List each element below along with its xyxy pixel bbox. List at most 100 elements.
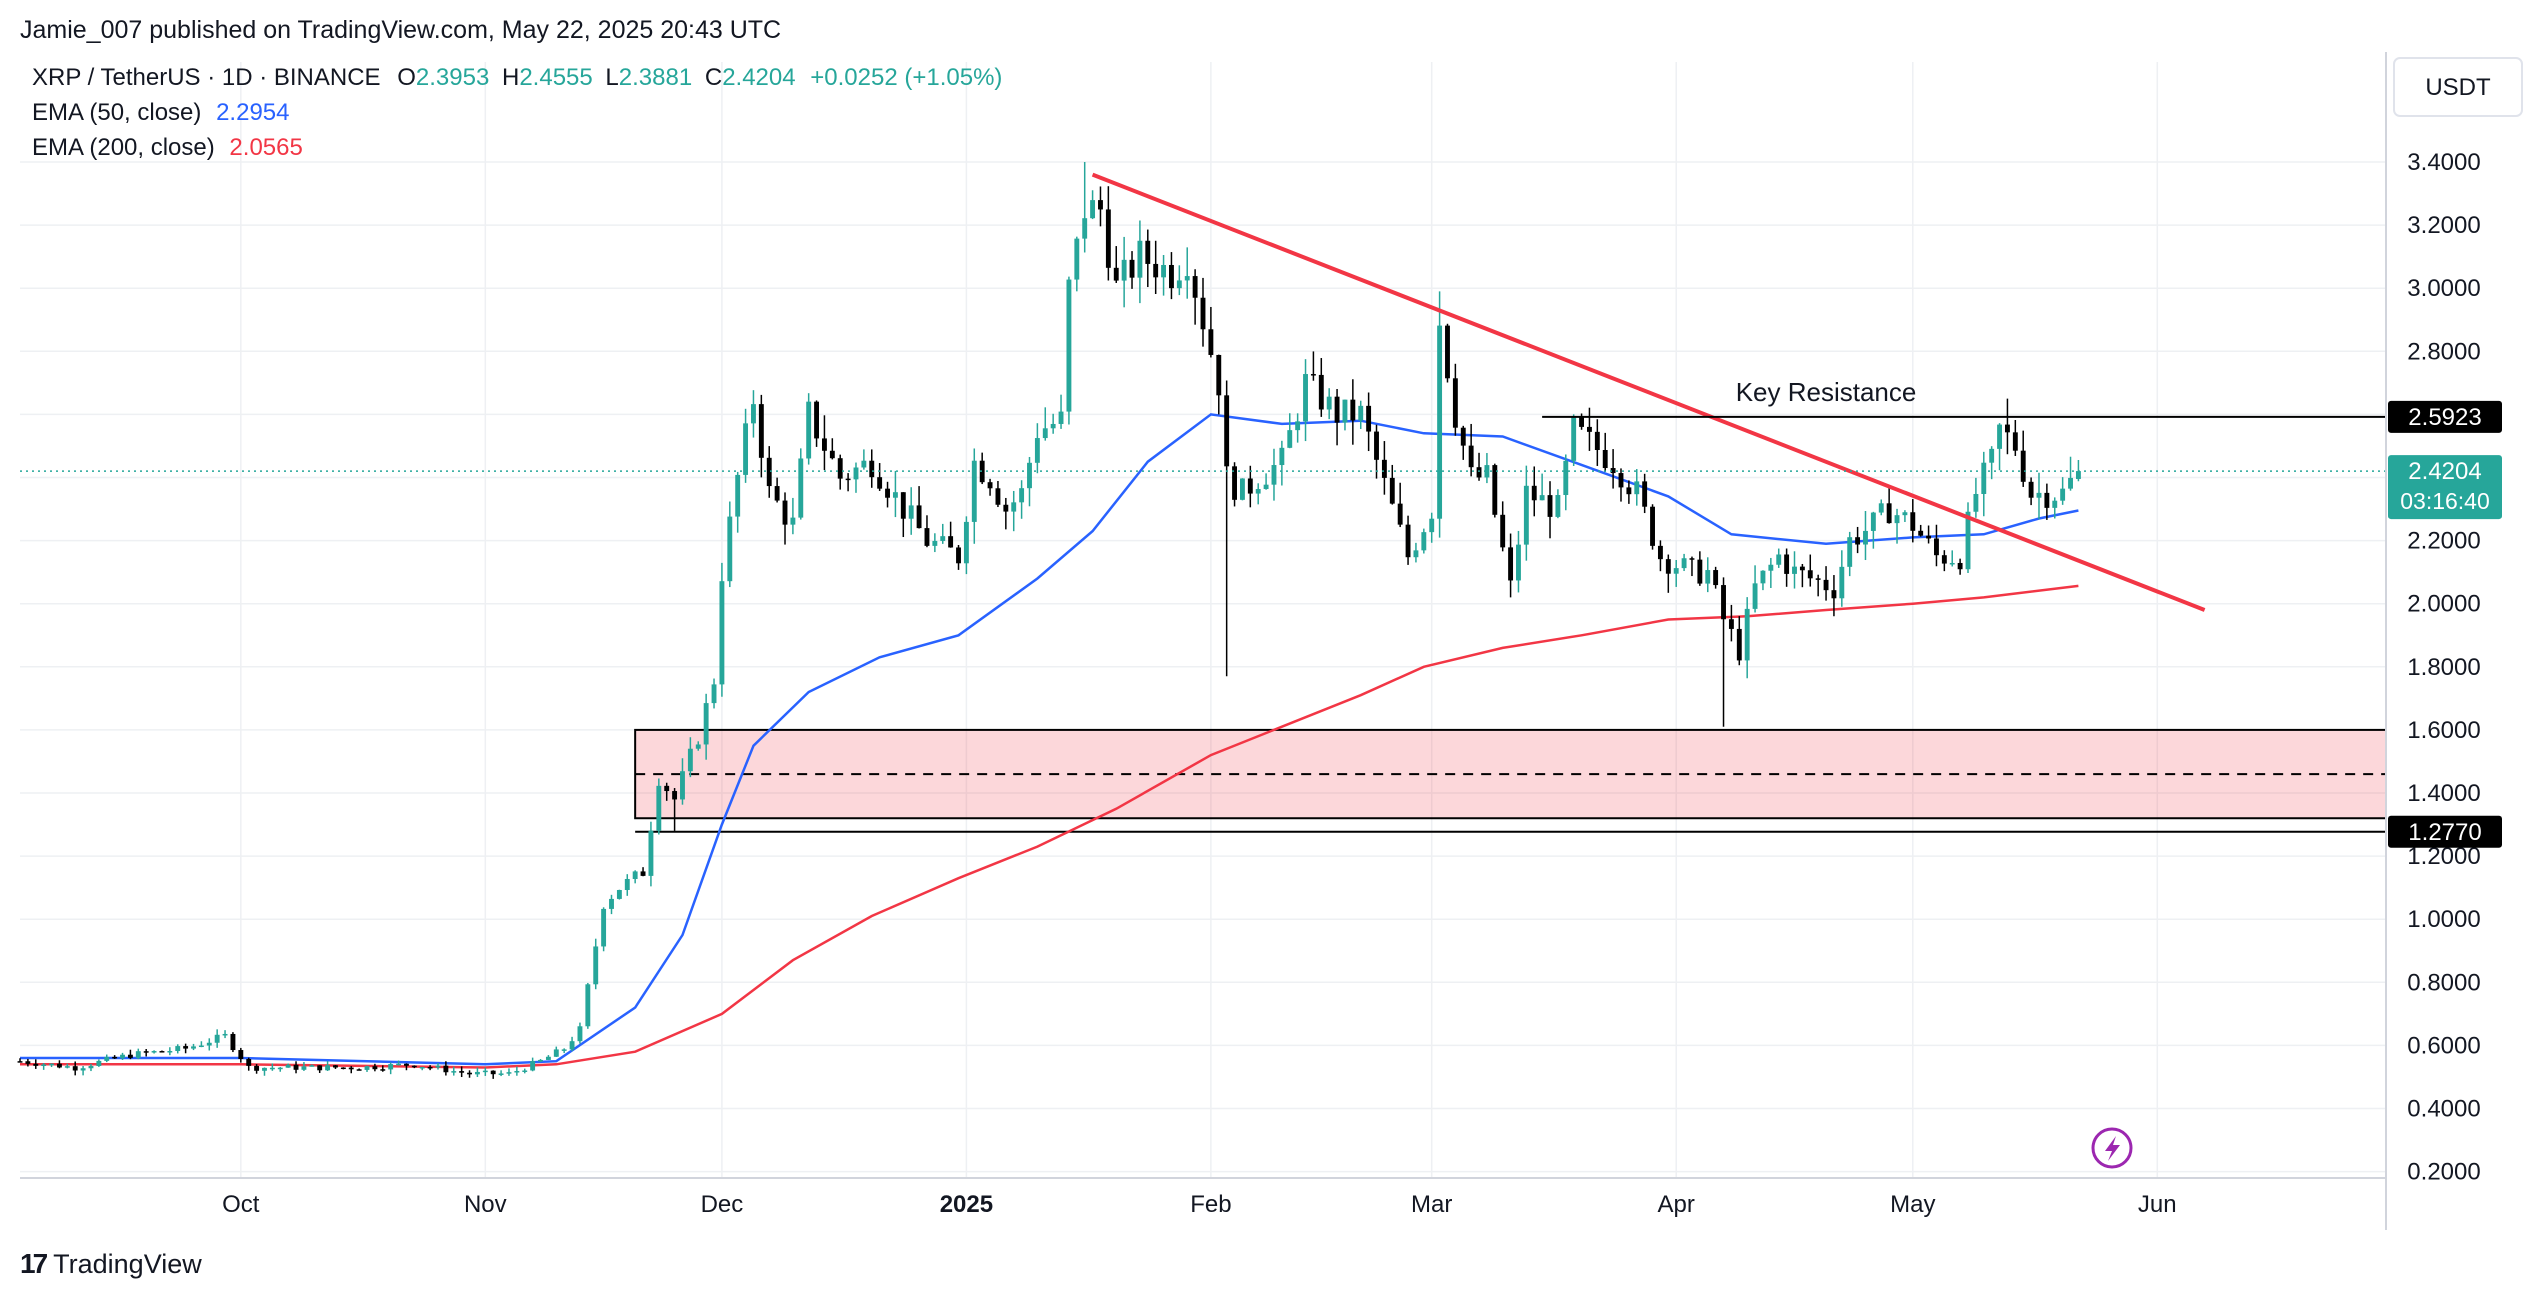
candle [1973,477,1979,518]
ema50-line [20,413,2079,1066]
candle [1405,515,1411,565]
y-tick-label: 0.2000 [2407,1159,2480,1186]
candle-body [56,1063,62,1068]
candle [514,1066,520,1076]
candle [1224,380,1230,677]
candle [648,821,654,887]
axes-frame [20,52,2387,1230]
candle [1413,542,1419,563]
candle-body [829,450,835,459]
candle [719,562,725,697]
x-tick-label: Nov [464,1191,507,1218]
candle-body [2004,424,2010,433]
candle [1003,497,1009,530]
candle-body [1523,485,1529,545]
candle [640,867,646,877]
candle [198,1041,204,1048]
candle [262,1067,267,1076]
candle [656,778,662,835]
candle [1500,501,1506,552]
brand-name: TradingView [53,1248,202,1279]
candle [404,1063,409,1071]
candle [609,894,614,915]
candle-body [1697,559,1703,584]
candle [1926,525,1932,544]
candle-body [1847,537,1853,567]
candle-body [1910,512,1916,531]
candle-body [1310,374,1316,376]
candle [498,1070,504,1077]
candle-body [214,1034,220,1043]
candle [751,390,756,438]
candle [17,1058,23,1063]
candle-body [388,1064,394,1070]
candle-body [1886,503,1892,524]
candle [104,1054,110,1063]
candle [1374,424,1379,479]
candle [1318,358,1324,417]
candle-body [585,984,591,1027]
candle [451,1066,457,1076]
candle [1981,451,1987,517]
tradingview-brand[interactable]: 17 TradingView [20,1248,202,1280]
candle [2028,477,2034,506]
candle [1626,480,1632,504]
candle [1705,557,1711,593]
candle-body [1200,297,1206,330]
legend-ema200[interactable]: EMA (200, close) 2.0565 [32,134,303,161]
candle-body [49,1063,54,1066]
candle [459,1066,465,1078]
candle-body [616,890,622,899]
candle-body [230,1033,236,1051]
time-axis[interactable]: Oct Nov Dec 2025 Feb Mar Apr May Jun [222,1191,2176,1218]
candle-body [1405,524,1411,558]
candle-body [1247,478,1253,494]
candle [1255,483,1261,505]
candle-body [1208,329,1214,355]
candle-body [1484,465,1490,478]
candle [1484,453,1490,484]
legend-ema50[interactable]: EMA (50, close) 2.2954 [32,99,289,126]
candle-body [892,492,898,498]
candle [790,497,796,535]
candle [167,1047,173,1056]
candle [1310,351,1316,381]
candle-body [1784,554,1790,574]
candle [877,463,883,491]
candle [814,400,819,447]
candle [1878,499,1884,516]
candle [1587,407,1592,451]
candle-body [979,460,985,483]
candle-body [569,1041,575,1050]
candle [1539,473,1545,501]
candle-body [1878,503,1884,513]
lightning-icon[interactable] [2091,1127,2133,1169]
candle-body [1531,485,1537,501]
candle-body [703,703,709,745]
y-tick-label: 2.0000 [2407,591,2480,618]
candle-body [222,1033,228,1036]
candle [2020,430,2026,487]
candle-body [1460,427,1466,446]
candle-body [64,1066,70,1068]
candle [1011,490,1017,532]
candle [1902,510,1908,522]
candle-body [1579,416,1585,427]
price-axis[interactable]: 3.40003.20003.00002.80002.60002.40002.20… [2407,149,2480,1186]
candle [561,1048,567,1054]
candle-body [916,505,922,529]
candle-body [490,1070,496,1075]
currency-button-frame[interactable] [2393,57,2523,117]
candle [703,693,709,760]
candle-body [924,528,930,546]
currency-button[interactable]: USDT [2393,57,2523,117]
candle [88,1063,94,1072]
key-resistance-tag-value: 2.5923 [2408,404,2481,431]
candle-body [1815,578,1821,580]
candle-body [1839,566,1845,599]
candle [1792,551,1797,589]
candle [1492,463,1498,518]
candle-body [1681,558,1687,569]
candle [861,449,867,470]
